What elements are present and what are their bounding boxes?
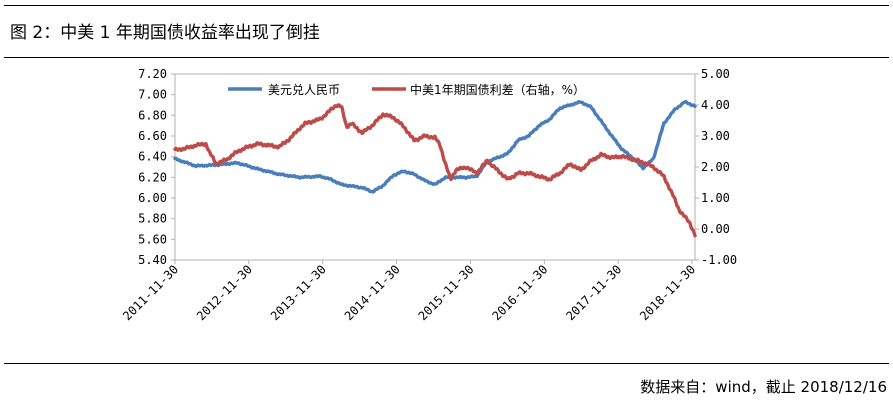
right-tick-label: 0.00 xyxy=(701,222,730,236)
right-tick-label: 2.00 xyxy=(701,160,730,174)
source-note: 数据来自：wind，截止 2018/12/16 xyxy=(640,378,887,396)
left-axis: 7.20 7.00 6.80 6.60 6.40 6.20 6.00 5.80 5.60 5.40 xyxy=(138,67,175,267)
x-tick-label: 2017-11-30 xyxy=(563,262,624,323)
series-spread-line xyxy=(173,103,697,238)
left-tick-label: 6.60 xyxy=(138,129,167,143)
right-tick-label: 3.00 xyxy=(701,129,730,143)
x-tick-label: 2013-11-30 xyxy=(268,262,329,323)
left-tick-label: 5.60 xyxy=(138,232,167,246)
right-tick-label: -1.00 xyxy=(701,253,737,267)
x-tick-label: 2018-11-30 xyxy=(637,262,698,323)
left-tick-label: 6.00 xyxy=(138,191,167,205)
x-axis: 2011-11-30 2012-11-30 2013-11-30 2014-11-30… xyxy=(120,260,698,323)
left-tick-label: 6.20 xyxy=(138,170,167,184)
right-tick-label: 4.00 xyxy=(701,98,730,112)
left-tick-label: 5.40 xyxy=(138,253,167,267)
line-chart: 7.20 7.00 6.80 6.60 6.40 6.20 6.00 5.80 5.60 5.40… xyxy=(120,67,737,323)
legend: 美元兑人民币 中美1年期国债利差（右轴，%） xyxy=(228,82,585,97)
right-tick-label: 5.00 xyxy=(701,67,730,81)
series-usdcny-line xyxy=(173,99,697,194)
left-tick-label: 6.40 xyxy=(138,150,167,164)
left-tick-label: 6.80 xyxy=(138,108,167,122)
right-axis: 5.00 4.00 3.00 2.00 1.00 0.00 -1.00 xyxy=(695,67,737,267)
left-tick-label: 7.20 xyxy=(138,67,167,81)
x-tick-label: 2014-11-30 xyxy=(342,262,403,323)
x-tick-label: 2016-11-30 xyxy=(489,262,550,323)
top-rule xyxy=(4,5,889,6)
x-tick-label: 2012-11-30 xyxy=(194,262,255,323)
right-tick-label: 1.00 xyxy=(701,191,730,205)
left-tick-label: 5.80 xyxy=(138,212,167,226)
legend-label-usdcny: 美元兑人民币 xyxy=(268,83,340,97)
x-tick-label: 2015-11-30 xyxy=(416,262,477,323)
figure-title: 图 2：中美 1 年期国债收益率出现了倒挂 xyxy=(10,23,320,43)
legend-label-spread: 中美1年期国债利差（右轴，%） xyxy=(410,82,585,97)
left-tick-label: 7.00 xyxy=(138,88,167,102)
bottom-rule xyxy=(4,363,889,364)
x-tick-label: 2011-11-30 xyxy=(120,262,181,323)
title-rule xyxy=(4,57,889,58)
